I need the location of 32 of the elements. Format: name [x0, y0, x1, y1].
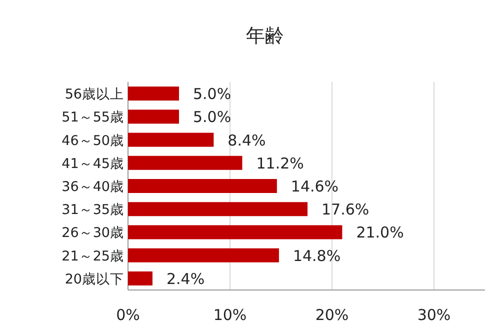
y-tick-label: 46～50歳 [62, 132, 124, 149]
bar [128, 110, 179, 124]
x-tick-label: 30% [417, 306, 451, 324]
data-label: 14.8% [292, 246, 341, 265]
bar [128, 202, 308, 216]
data-label: 8.4% [228, 131, 266, 150]
y-tick-label: 36～40歳 [62, 179, 124, 195]
data-label: 21.0% [356, 224, 404, 242]
y-tick-label: 41～45歳 [62, 156, 124, 172]
bar [128, 179, 277, 193]
data-label: 17.6% [322, 200, 370, 219]
y-tick-label: 31～35歳 [62, 202, 124, 218]
bar [128, 225, 342, 240]
bar [128, 156, 242, 170]
x-tick-label: 0% [116, 306, 140, 324]
y-tick-label: 21～25歳 [62, 248, 124, 264]
chart-title: 年齢 [246, 25, 284, 47]
bar [128, 271, 152, 286]
bar [128, 248, 279, 262]
y-tick-label: 56歳以上 [64, 86, 124, 103]
data-label: 5.0% [193, 85, 232, 104]
data-label: 5.0% [193, 108, 232, 126]
data-label: 14.6% [290, 178, 339, 196]
data-label: 2.4% [166, 270, 205, 288]
bar [128, 132, 214, 147]
y-tick-label: 51～55歳 [62, 110, 124, 126]
x-tick-label: 20% [315, 306, 349, 324]
data-label: 11.2% [256, 154, 304, 172]
bar [128, 86, 179, 101]
y-tick-label: 26～30歳 [62, 225, 124, 242]
y-tick-label: 20歳以下 [64, 271, 124, 288]
x-tick-label: 10% [213, 306, 247, 324]
